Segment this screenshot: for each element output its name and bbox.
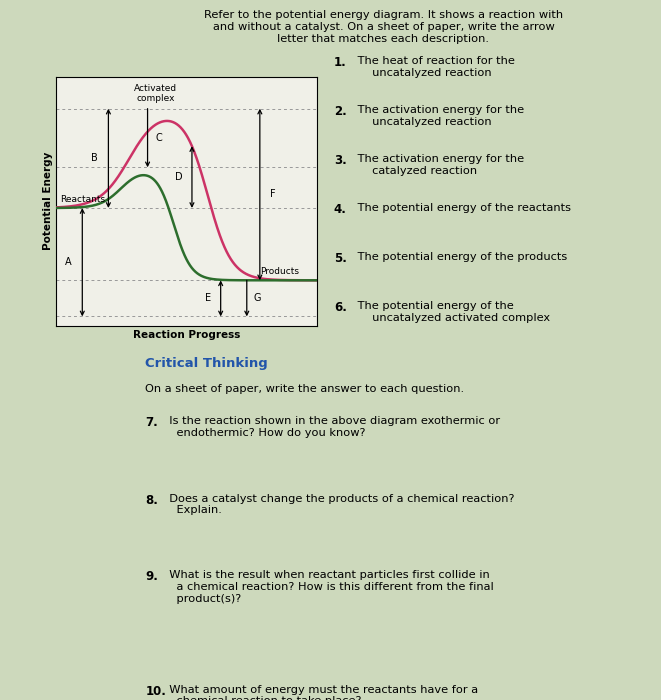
Text: The potential energy of the products: The potential energy of the products (354, 252, 567, 262)
Y-axis label: Potential Energy: Potential Energy (44, 152, 54, 251)
Text: Does a catalyst change the products of a chemical reaction?
    Explain.: Does a catalyst change the products of a… (162, 494, 514, 515)
Text: A: A (65, 257, 71, 267)
Text: B: B (91, 153, 97, 163)
Text: The potential energy of the reactants: The potential energy of the reactants (354, 203, 570, 213)
Text: What is the result when reactant particles first collide in
    a chemical react: What is the result when reactant particl… (162, 570, 494, 603)
Text: The potential energy of the
     uncatalyzed activated complex: The potential energy of the uncatalyzed … (354, 301, 550, 323)
Text: 3.: 3. (334, 154, 346, 167)
Text: 5.: 5. (334, 252, 346, 265)
Text: 7.: 7. (145, 416, 158, 430)
Text: 4.: 4. (334, 203, 346, 216)
Text: E: E (204, 293, 211, 303)
X-axis label: Reaction Progress: Reaction Progress (133, 330, 241, 340)
Text: The heat of reaction for the
     uncatalyzed reaction: The heat of reaction for the uncatalyzed… (354, 56, 514, 78)
Text: 2.: 2. (334, 105, 346, 118)
Text: The activation energy for the
     uncatalyzed reaction: The activation energy for the uncatalyze… (354, 105, 524, 127)
Text: 8.: 8. (145, 494, 158, 507)
Text: Reactants: Reactants (60, 195, 105, 204)
Text: 6.: 6. (334, 301, 346, 314)
Text: Products: Products (260, 267, 299, 276)
Text: Critical Thinking: Critical Thinking (145, 357, 268, 370)
Text: D: D (175, 172, 182, 182)
Text: On a sheet of paper, write the answer to each question.: On a sheet of paper, write the answer to… (145, 384, 465, 393)
Text: 1.: 1. (334, 56, 346, 69)
Text: F: F (270, 190, 276, 200)
Text: 10.: 10. (145, 685, 167, 698)
Text: The activation energy for the
     catalyzed reaction: The activation energy for the catalyzed … (354, 154, 524, 176)
Text: C: C (156, 133, 163, 143)
Text: Is the reaction shown in the above diagram exothermic or
    endothermic? How do: Is the reaction shown in the above diagr… (162, 416, 500, 438)
Text: G: G (253, 293, 261, 303)
Text: letter that matches each description.: letter that matches each description. (278, 34, 489, 44)
Text: Refer to the potential energy diagram. It shows a reaction with: Refer to the potential energy diagram. I… (204, 10, 563, 20)
Text: 9.: 9. (145, 570, 158, 584)
Text: Activated
complex: Activated complex (134, 84, 177, 103)
Text: and without a catalyst. On a sheet of paper, write the arrow: and without a catalyst. On a sheet of pa… (212, 22, 555, 32)
Text: What amount of energy must the reactants have for a
    chemical reaction to tak: What amount of energy must the reactants… (162, 685, 478, 700)
